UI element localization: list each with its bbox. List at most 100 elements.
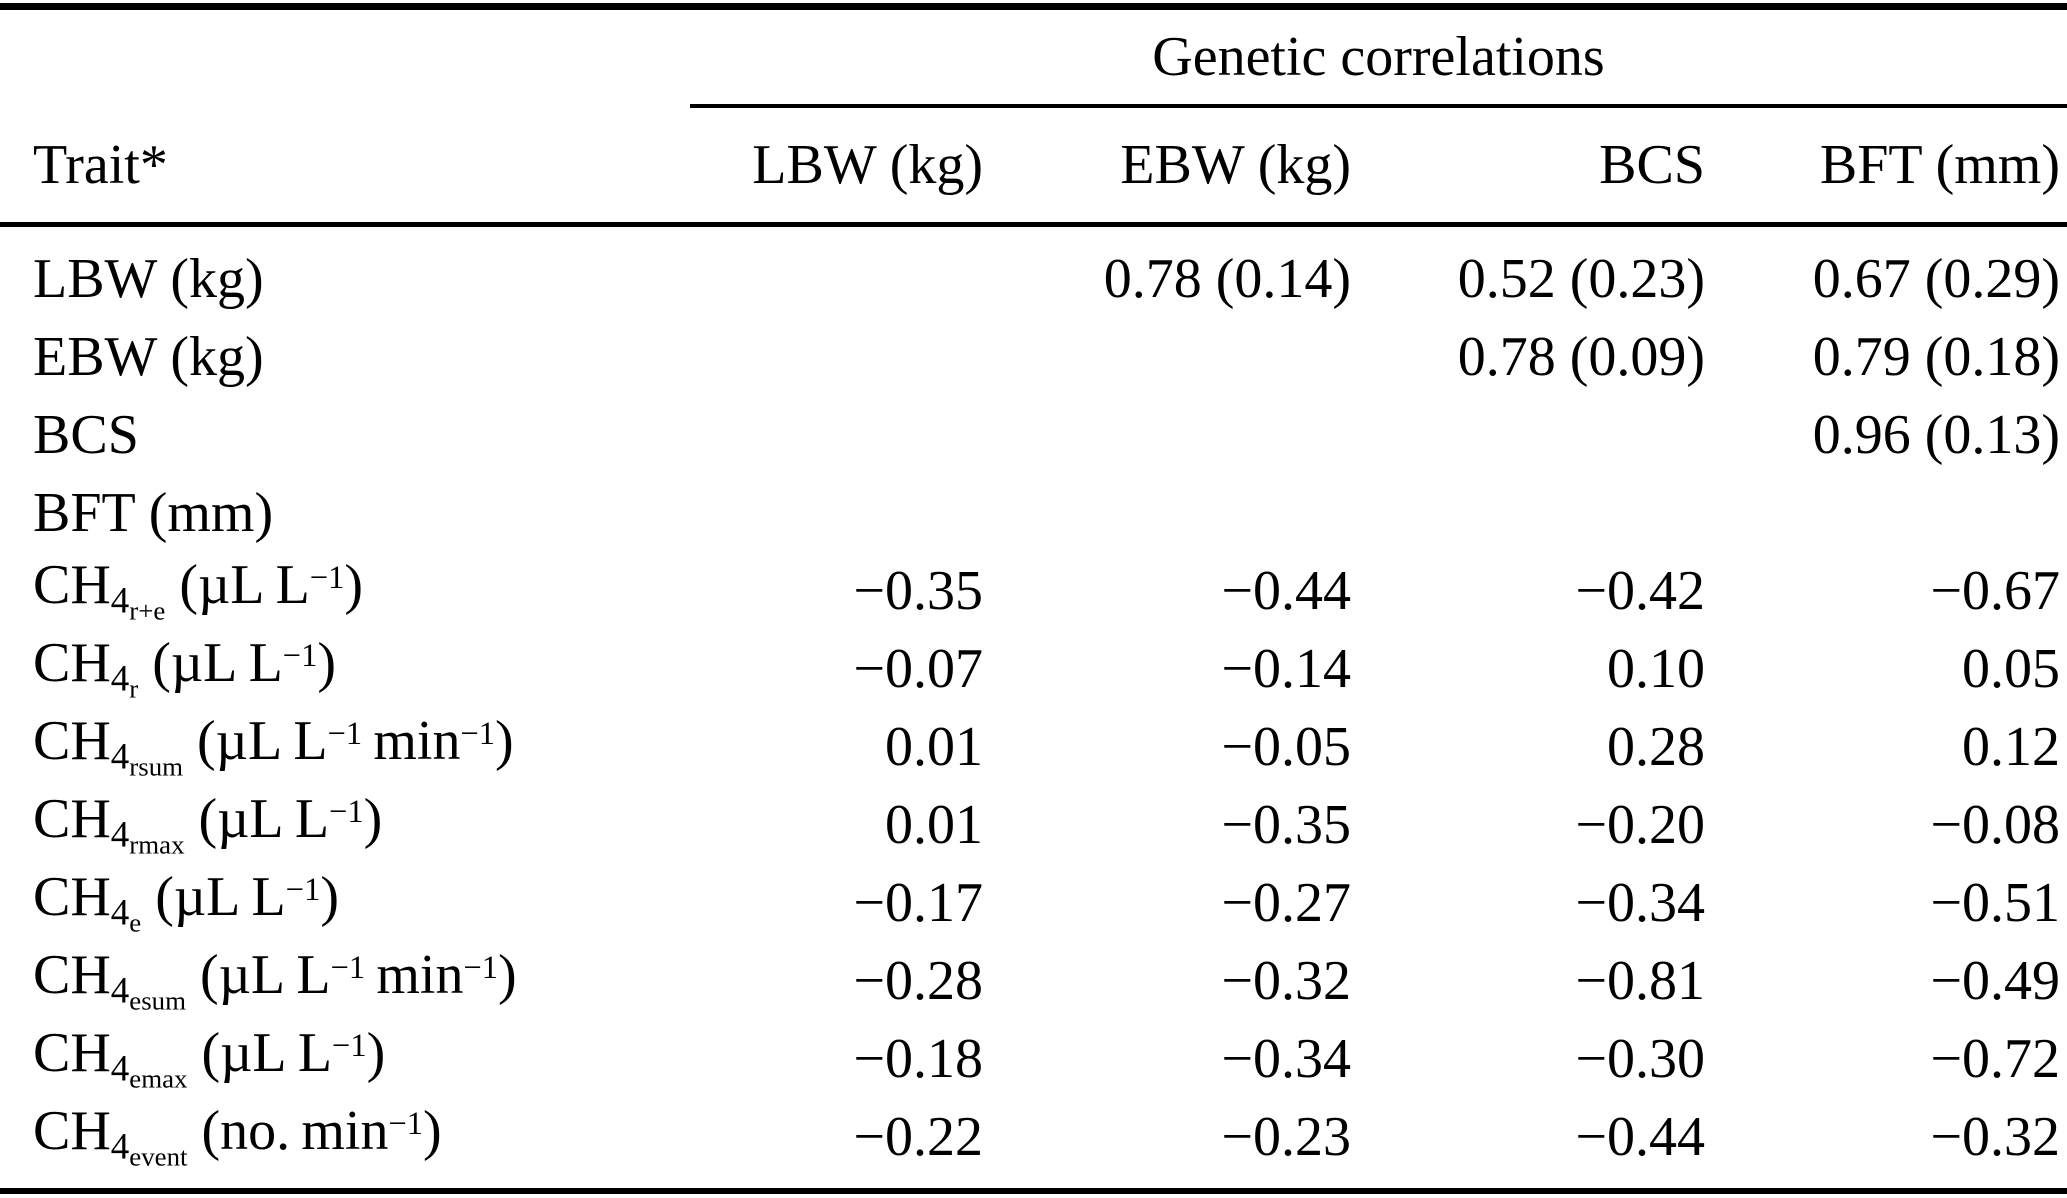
- trait-label-segment: −1: [460, 716, 495, 753]
- value-cell: 0.79 (0.18): [1812, 326, 2060, 388]
- value-cell: −0.28: [853, 950, 983, 1012]
- trait-label-segment: ): [320, 866, 339, 929]
- value-cell: −0.32: [1221, 950, 1351, 1012]
- column-header-ebw-kg: EBW (kg): [1120, 134, 1351, 196]
- trait-label-segment: r: [129, 673, 139, 704]
- trait-label-segment: −1: [285, 872, 321, 909]
- trait-cell: CH4r+e (µL L−1): [0, 557, 690, 625]
- table-row-ch4-e-l-l-1: CH4e (µL L−1) −0.17 −0.27 −0.34 −0.51: [0, 864, 2060, 942]
- value-cell: 0.10: [1607, 638, 1705, 700]
- value-cell: −0.27: [1221, 872, 1351, 934]
- value-cell: −0.49: [1930, 950, 2060, 1012]
- trait-label-segment: rmax: [129, 829, 185, 860]
- trait-label-segment: 4: [110, 813, 130, 855]
- value-cell: −0.44: [1221, 560, 1351, 622]
- trait-cell: CH4event (no. min−1): [0, 1103, 690, 1171]
- trait-label-segment: CH: [33, 632, 111, 695]
- trait-cell: CH4e (µL L−1): [0, 869, 690, 937]
- trait-label-segment: ): [423, 1100, 442, 1163]
- trait-label-segment: CH: [33, 944, 111, 1007]
- trait-cell: CH4rmax (µL L−1): [0, 791, 690, 859]
- value-cell: −0.23: [1221, 1106, 1351, 1168]
- trait-label-segment: BCS: [33, 404, 139, 466]
- column-header-lbw-kg: LBW (kg): [752, 134, 983, 196]
- trait-label-segment: ): [495, 710, 514, 773]
- trait-label-segment: −1: [388, 1106, 424, 1143]
- value-cell: −0.35: [853, 560, 983, 622]
- table-rule-spanner: [690, 104, 2067, 108]
- trait-label-segment: −1: [332, 1028, 367, 1065]
- trait-cell: CH4esum (µL L−1 min−1): [0, 947, 690, 1015]
- value-cell: 0.78 (0.14): [1103, 248, 1351, 310]
- value-cell: −0.51: [1930, 872, 2060, 934]
- table-row-ch4-emax-l-l-1: CH4emax (µL L−1) −0.18 −0.34 −0.30 −0.72: [0, 1020, 2060, 1098]
- trait-label-segment: 4: [110, 579, 130, 621]
- trait-label-segment: −1: [282, 638, 318, 675]
- table-row-ch4-event-no-min-1: CH4event (no. min−1) −0.22 −0.23 −0.44 −0.32: [0, 1098, 2060, 1176]
- spanner-header-genetic-correlations: Genetic correlations: [1152, 26, 1605, 88]
- trait-label-segment: (µL L: [138, 632, 283, 695]
- value-cell: −0.34: [1221, 1028, 1351, 1090]
- value-cell: −0.20: [1575, 794, 1705, 856]
- trait-label-segment: 4: [110, 735, 130, 777]
- value-cell: −0.34: [1575, 872, 1705, 934]
- trait-label-segment: CH: [33, 788, 111, 851]
- trait-label-segment: −1: [463, 950, 498, 987]
- trait-label-segment: esum: [129, 985, 187, 1016]
- table-row-ch4-esum-l-l-1-min-1: CH4esum (µL L−1 min−1) −0.28 −0.32 −0.81 −0.…: [0, 942, 2060, 1020]
- trait-label-segment: min: [362, 710, 461, 773]
- trait-label-segment: (µL L: [184, 788, 330, 851]
- trait-label-segment: event: [129, 1141, 188, 1172]
- table-row-bft-mm: BFT (mm): [0, 474, 2060, 552]
- table-row-ebw-kg: EBW (kg) 0.78 (0.09) 0.79 (0.18): [0, 318, 2060, 396]
- value-cell: −0.05: [1221, 716, 1351, 778]
- trait-label-segment: CH: [33, 1022, 111, 1085]
- value-cell: 0.01: [885, 794, 983, 856]
- trait-label-segment: 4: [110, 1125, 130, 1167]
- trait-label-segment: LBW (kg): [33, 248, 264, 310]
- value-cell: −0.17: [853, 872, 983, 934]
- trait-label-segment: ): [317, 632, 336, 695]
- trait-label-segment: emax: [129, 1063, 188, 1094]
- trait-label-segment: ): [344, 554, 364, 617]
- table-rule-top: [0, 3, 2067, 10]
- trait-label-segment: ): [497, 944, 517, 1007]
- trait-label-segment: (no. min: [187, 1100, 389, 1163]
- table-row-bcs: BCS 0.96 (0.13): [0, 396, 2060, 474]
- trait-label-segment: −1: [327, 716, 363, 753]
- column-header-bft-mm: BFT (mm): [1819, 134, 2060, 196]
- trait-label-segment: rsum: [129, 751, 184, 782]
- trait-cell: EBW (kg): [0, 329, 690, 385]
- trait-cell: CH4emax (µL L−1): [0, 1025, 690, 1093]
- trait-label-segment: −1: [330, 950, 366, 987]
- trait-label-segment: (µL L: [141, 866, 286, 929]
- trait-column-header: Trait*: [33, 134, 168, 196]
- trait-label-segment: e: [129, 907, 142, 938]
- table-row-ch4-rsum-l-l-1-min-1: CH4rsum (µL L−1 min−1) 0.01 −0.05 0.28 0.12: [0, 708, 2060, 786]
- trait-cell: CH4r (µL L−1): [0, 635, 690, 703]
- trait-cell: BFT (mm): [0, 485, 690, 541]
- header-row: Trait* LBW (kg) EBW (kg) BCS BFT (mm): [0, 108, 2067, 222]
- column-header-bcs: BCS: [1599, 134, 1705, 196]
- trait-cell: CH4rsum (µL L−1 min−1): [0, 713, 690, 781]
- trait-label-segment: CH: [33, 710, 111, 773]
- trait-label-segment: −1: [309, 560, 345, 597]
- value-cell: 0.96 (0.13): [1812, 404, 2060, 466]
- table-row-lbw-kg: LBW (kg) 0.78 (0.14) 0.52 (0.23) 0.67 (0.29…: [0, 240, 2060, 318]
- trait-label-segment: (µL L: [186, 944, 331, 1007]
- value-cell: −0.72: [1930, 1028, 2060, 1090]
- trait-label-segment: ): [366, 1022, 386, 1085]
- value-cell: 0.28: [1607, 716, 1705, 778]
- value-cell: −0.67: [1930, 560, 2060, 622]
- trait-label-segment: min: [365, 944, 464, 1007]
- value-cell: 0.05: [1962, 638, 2060, 700]
- trait-label-segment: 4: [110, 657, 130, 699]
- trait-cell: LBW (kg): [0, 251, 690, 307]
- value-cell: −0.81: [1575, 950, 1705, 1012]
- value-cell: −0.30: [1575, 1028, 1705, 1090]
- value-cell: −0.22: [853, 1106, 983, 1168]
- value-cell: 0.12: [1962, 716, 2060, 778]
- value-cell: −0.42: [1575, 560, 1705, 622]
- table-rule-bottom: [0, 1188, 2067, 1194]
